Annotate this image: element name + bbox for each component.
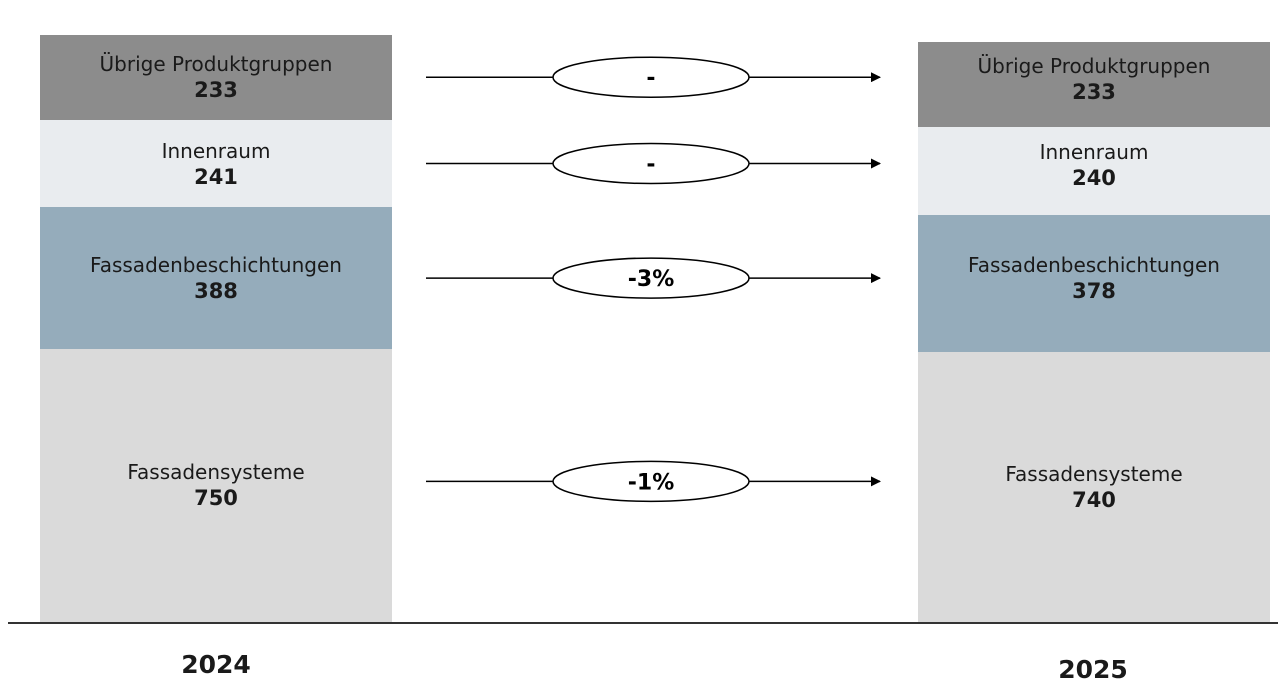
bar-segment-2024-innenraum: Innenraum 241 xyxy=(40,119,392,208)
bar-segment-2025-fassadensysteme: Fassadensysteme 740 xyxy=(918,352,1270,622)
change-oval xyxy=(552,257,750,299)
year-label-2024: 2024 xyxy=(181,650,251,679)
change-label: -3% xyxy=(628,267,674,292)
change-oval xyxy=(552,460,750,503)
segment-label: Fassadenbeschichtungen xyxy=(968,252,1220,277)
bar-segment-2025--brige-produktgruppen: Übrige Produktgruppen 233 xyxy=(918,42,1270,128)
bar-segment-2024--brige-produktgruppen: Übrige Produktgruppen 233 xyxy=(40,34,392,120)
bar-segment-2024-fassadensysteme: Fassadensysteme 750 xyxy=(40,348,392,622)
segment-label: Fassadensysteme xyxy=(127,460,305,485)
segment-value: 378 xyxy=(1072,278,1116,303)
segment-value: 241 xyxy=(194,164,238,189)
segment-value: 740 xyxy=(1072,488,1116,513)
segment-value: 750 xyxy=(194,486,238,511)
change-oval xyxy=(552,142,750,185)
change-label: - xyxy=(646,66,655,91)
change-oval xyxy=(552,56,750,98)
segment-value: 240 xyxy=(1072,165,1116,190)
baseline xyxy=(8,622,1278,624)
segment-label: Fassadenbeschichtungen xyxy=(90,253,342,278)
year-label-2025: 2025 xyxy=(1058,655,1128,684)
segment-value: 233 xyxy=(1072,79,1116,104)
segment-value: 233 xyxy=(194,78,238,103)
change-label: - xyxy=(646,153,655,178)
segment-label: Übrige Produktgruppen xyxy=(977,53,1211,78)
bar-segment-2025-innenraum: Innenraum 240 xyxy=(918,127,1270,215)
segment-value: 388 xyxy=(194,279,238,304)
bar-segment-2025-fassadenbeschichtungen: Fassadenbeschichtungen 378 xyxy=(918,214,1270,353)
segment-label: Innenraum xyxy=(161,138,271,163)
change-label: -1% xyxy=(628,470,674,495)
segment-label: Innenraum xyxy=(1039,139,1149,164)
segment-label: Fassadensysteme xyxy=(1005,462,1183,487)
segment-label: Übrige Produktgruppen xyxy=(99,52,333,77)
bar-segment-2024-fassadenbeschichtungen: Fassadenbeschichtungen 388 xyxy=(40,207,392,349)
